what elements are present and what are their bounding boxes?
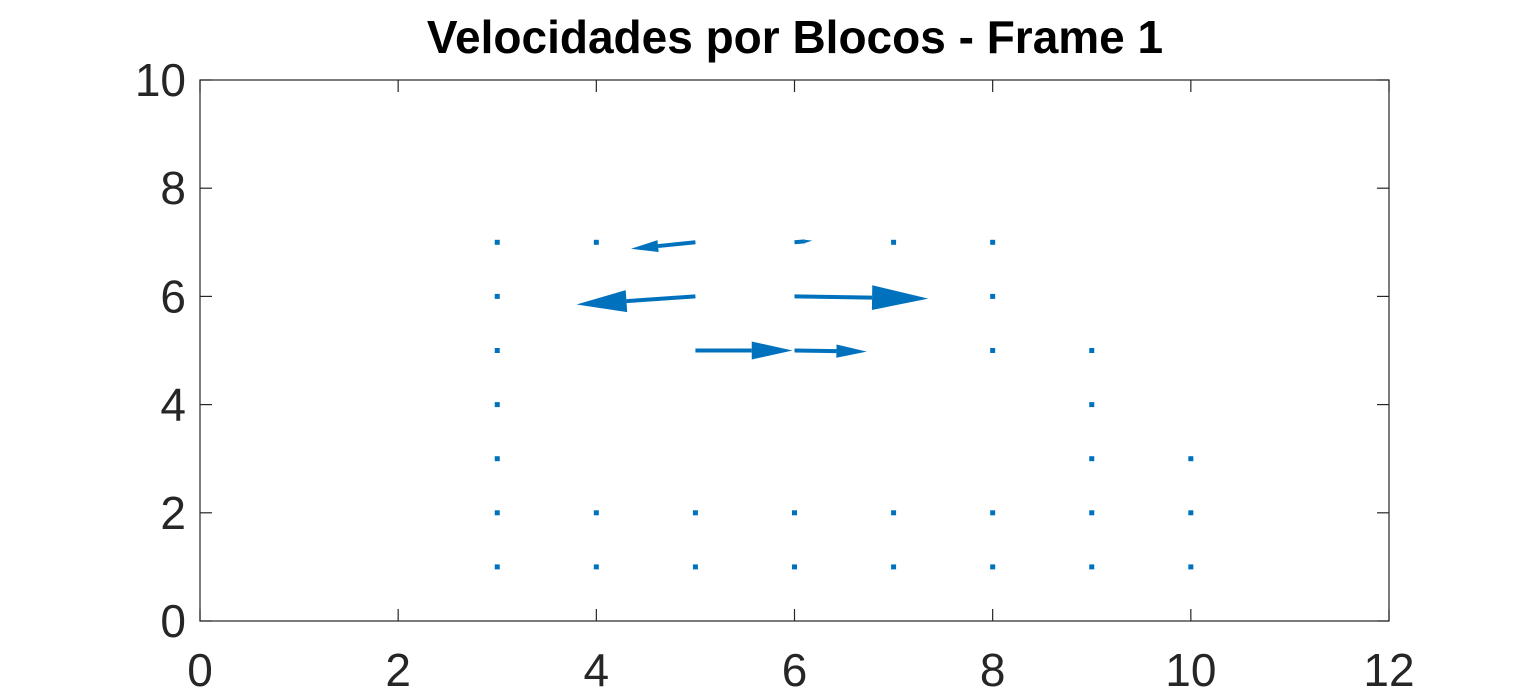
vector-shaft [794,348,837,354]
vector-point [891,239,897,245]
x-tick-label: 10 [1165,644,1216,696]
y-tick-label: 6 [160,270,186,322]
vector-point [891,510,897,516]
vector-point [692,564,698,570]
x-tick-label: 6 [782,644,808,696]
vector-point [1089,348,1095,353]
vector-point [593,510,599,516]
vector-point [792,564,797,570]
vector-point [1089,402,1095,408]
vector-point [494,510,500,516]
x-tick-label: 4 [584,644,610,696]
vector-point [494,293,500,299]
vector-point [792,510,797,516]
vector-arrow [695,341,793,360]
vector-head [836,344,867,358]
vector-point [593,239,599,245]
vector-arrow [576,290,696,313]
vector-shaft [794,294,873,300]
vector-point [494,402,500,408]
vector-point [1188,564,1194,570]
x-tick-label: 8 [980,644,1006,696]
vector-shaft [657,240,696,249]
vector-point [1089,456,1095,462]
vector-point [891,564,897,570]
vector-shaft [794,239,806,245]
vector-point [692,510,698,516]
vector-point [1188,456,1194,462]
vector-point [1188,510,1194,516]
vector-point [990,564,996,570]
tick-labels: 0 2 4 6 8 10 12 0 2 4 6 8 10 [135,54,1415,696]
vector-point [1089,510,1095,516]
vector-head [804,239,813,244]
x-tick-label: 0 [187,644,213,696]
vector-arrow [794,285,929,311]
y-tick-label: 8 [160,162,186,214]
vector-arrow [631,240,696,253]
vector-arrow [794,344,867,358]
vector-point [990,293,996,299]
vector-point [494,348,500,353]
vector-head [871,285,929,311]
vector-head [576,290,628,313]
vector-point [990,239,996,245]
vector-point [494,239,500,245]
vector-point [990,348,996,353]
vector-point [990,510,996,516]
vector-field [494,239,1194,570]
vector-shaft [626,294,696,304]
axes [199,79,1390,622]
vector-head [631,240,659,253]
vector-arrow [794,239,813,245]
vector-point [494,456,500,462]
vector-point [593,564,599,570]
y-tick-label: 10 [135,54,186,106]
chart-title: Velocidades por Blocos - Frame 1 [426,11,1164,63]
vector-head [751,341,793,360]
vector-point [1089,564,1095,570]
x-tick-label: 2 [385,644,411,696]
x-tick-label: 12 [1363,644,1414,696]
y-tick-label: 2 [160,487,186,539]
y-tick-label: 4 [160,379,186,431]
y-tick-label: 0 [160,595,186,647]
vector-point [494,564,500,570]
